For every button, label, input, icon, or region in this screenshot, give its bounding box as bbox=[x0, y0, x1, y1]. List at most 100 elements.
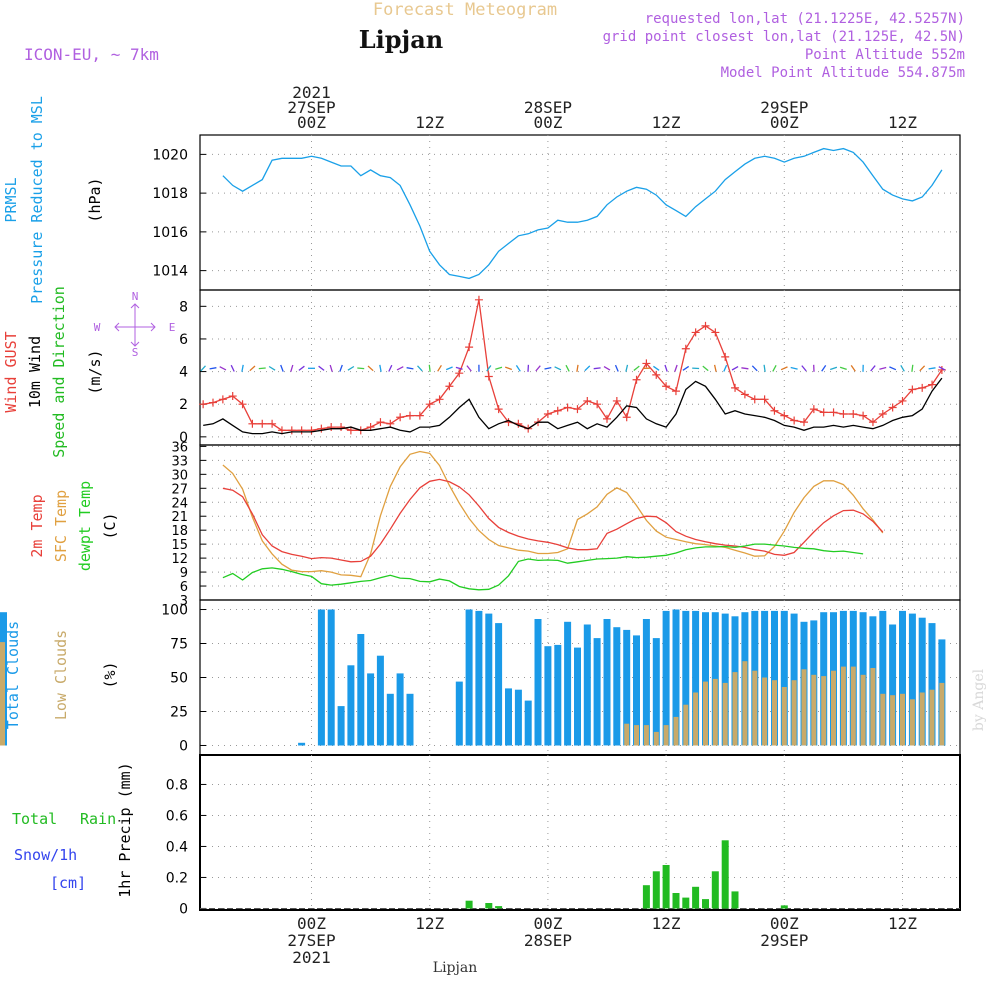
precip-frame bbox=[200, 755, 960, 910]
gust-marker bbox=[376, 418, 384, 426]
temp-ytick-label: 36 bbox=[171, 440, 188, 455]
wind-direction-arrow bbox=[791, 368, 798, 370]
wind-direction-arrow bbox=[752, 366, 757, 371]
total-clouds-bar bbox=[535, 619, 542, 745]
gust-marker bbox=[672, 387, 680, 395]
wind-direction-arrow bbox=[879, 368, 886, 370]
gust-marker bbox=[465, 343, 473, 351]
wind-direction-arrow bbox=[380, 365, 381, 372]
gust-marker bbox=[317, 425, 325, 433]
total-clouds-bar bbox=[564, 622, 571, 746]
rain-bar bbox=[732, 891, 739, 908]
wind-direction-arrow bbox=[291, 365, 293, 372]
rain-bar bbox=[643, 885, 650, 908]
temp-axis-label: dewpt Temp bbox=[76, 481, 94, 571]
wind-direction-arrow bbox=[389, 365, 392, 371]
gust-marker bbox=[682, 345, 690, 353]
legend-total: Total bbox=[12, 810, 57, 828]
rain-bar bbox=[495, 906, 502, 908]
legend-rain: Rain bbox=[80, 810, 116, 828]
clouds-axis-label: (%) bbox=[101, 661, 119, 688]
precip-ytick-label: 0.6 bbox=[166, 808, 188, 824]
temp-ytick-label: 18 bbox=[171, 524, 188, 539]
precip-panel: 00.20.40.60.8 bbox=[166, 755, 960, 917]
low-clouds-bar bbox=[841, 667, 846, 746]
low-clouds-bar bbox=[811, 675, 816, 746]
total-clouds-bar bbox=[357, 634, 364, 746]
total-clouds-bar bbox=[318, 610, 325, 746]
low-clouds-bar bbox=[664, 725, 669, 745]
wind-direction-arrow bbox=[259, 368, 266, 369]
wind-direction-arrow bbox=[871, 366, 876, 371]
clouds-ytick-label: 25 bbox=[170, 704, 188, 720]
low-clouds-bar bbox=[851, 667, 856, 746]
total-clouds-bar bbox=[554, 645, 561, 746]
2m-temp-line bbox=[223, 479, 883, 561]
total-clouds-bar bbox=[574, 648, 581, 746]
precip-ytick-label: 0.2 bbox=[166, 870, 188, 886]
rain-bar bbox=[781, 905, 788, 908]
clouds-ytick-label: 0 bbox=[179, 738, 188, 754]
low-clouds-bar bbox=[723, 683, 728, 746]
wind-direction-arrow bbox=[250, 366, 255, 371]
wind-direction-arrow bbox=[585, 366, 590, 371]
bottom-time-label: 12Z bbox=[415, 914, 444, 933]
gust-marker bbox=[485, 372, 493, 380]
wind-direction-arrow bbox=[368, 366, 373, 371]
temp-ytick-label: 33 bbox=[171, 454, 188, 469]
wind-direction-arrow bbox=[830, 367, 837, 369]
wind-direction-arrow bbox=[407, 368, 414, 369]
wind-direction-arrow bbox=[665, 365, 667, 372]
wind-direction-arrow bbox=[577, 365, 578, 372]
precip-legend: Total Rain Snow/1h [cm] bbox=[12, 810, 116, 892]
low-clouds-bar bbox=[772, 680, 777, 745]
total-clouds-bar bbox=[456, 682, 463, 746]
gust-marker bbox=[248, 420, 256, 428]
total-clouds-bar bbox=[485, 614, 492, 746]
total-clouds-bar bbox=[367, 673, 374, 745]
wind-direction-arrow bbox=[418, 366, 423, 371]
wind-direction-arrow bbox=[348, 367, 354, 371]
gust-marker bbox=[475, 296, 483, 304]
temp-axis-label: SFC Temp bbox=[52, 490, 70, 562]
rain-bar bbox=[692, 887, 699, 909]
gust-marker bbox=[633, 376, 641, 384]
wind-ytick-label: 4 bbox=[179, 365, 188, 381]
temp-axis-label: 2m Temp bbox=[28, 494, 46, 557]
wind-direction-arrow bbox=[281, 365, 284, 372]
low-clouds-bar bbox=[910, 699, 915, 745]
low-clouds-bar bbox=[0, 642, 5, 745]
total-clouds-bar bbox=[377, 656, 384, 746]
wind-frame bbox=[200, 290, 960, 445]
gust-marker bbox=[790, 417, 798, 425]
wind-direction-arrow bbox=[505, 367, 512, 369]
clouds-axis-label: Low Clouds bbox=[52, 630, 70, 720]
gust-marker bbox=[327, 423, 335, 431]
wind-direction-arrow bbox=[516, 365, 520, 371]
pressure-axis-label: (hPa) bbox=[86, 177, 104, 222]
wind-direction-arrow bbox=[912, 365, 913, 372]
gust-marker bbox=[406, 412, 414, 420]
wind-axis-label: 10m Wind bbox=[26, 336, 44, 408]
total-clouds-bar bbox=[298, 743, 305, 746]
total-clouds-bar bbox=[328, 610, 335, 746]
wind-direction-arrow bbox=[429, 365, 430, 372]
temp-ytick-label: 27 bbox=[171, 482, 188, 497]
gust-marker bbox=[288, 426, 296, 434]
total-clouds-bar bbox=[544, 646, 551, 745]
gust-marker bbox=[849, 410, 857, 418]
low-clouds-bar bbox=[900, 694, 905, 746]
wind-direction-arrow bbox=[616, 365, 619, 371]
wind-direction-arrow bbox=[764, 365, 765, 372]
low-clouds-bar bbox=[703, 682, 708, 746]
low-clouds-bar bbox=[742, 661, 747, 745]
low-clouds-bar bbox=[624, 724, 629, 746]
gust-marker bbox=[711, 328, 719, 336]
total-clouds-bar bbox=[525, 701, 532, 746]
wind-direction-arrow bbox=[822, 365, 826, 371]
wind-direction-arrow bbox=[299, 366, 305, 370]
compass-n: N bbox=[132, 290, 139, 303]
low-clouds-bar bbox=[920, 693, 925, 746]
wind-direction-arrow bbox=[495, 367, 502, 369]
gust-marker bbox=[702, 322, 710, 330]
